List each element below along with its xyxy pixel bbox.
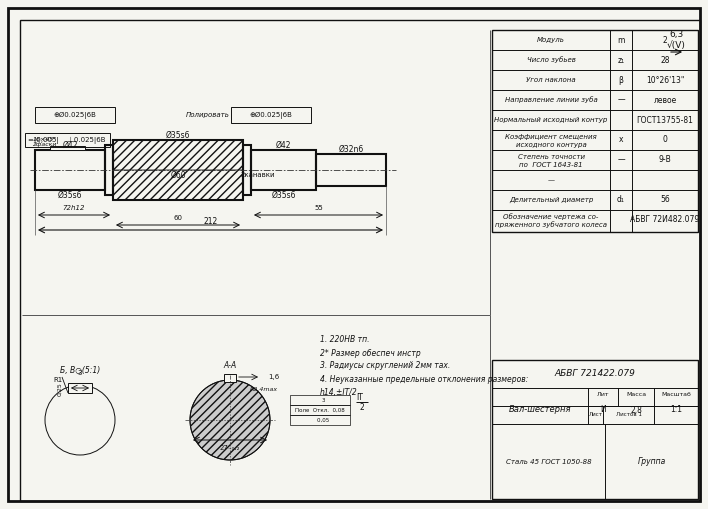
Text: z₁: z₁ <box>617 55 624 65</box>
Bar <box>243 145 251 195</box>
Text: 27₋₀.₂: 27₋₀.₂ <box>219 445 240 451</box>
Text: 55: 55 <box>314 205 323 211</box>
Text: 9-В: 9-В <box>658 156 671 164</box>
Text: Нормальный исходный контур: Нормальный исходный контур <box>494 117 607 123</box>
Text: Ø60: Ø60 <box>170 171 185 180</box>
Text: 3. Радиусы скруглений 2мм тах.: 3. Радиусы скруглений 2мм тах. <box>320 361 450 371</box>
Text: 1. 220НВ тп.: 1. 220НВ тп. <box>320 335 370 345</box>
Text: Направление линии зуба: Направление линии зуба <box>505 97 598 103</box>
Text: m: m <box>617 36 624 44</box>
Text: d₁: d₁ <box>617 195 625 205</box>
Text: исходного контура: исходного контура <box>515 142 586 148</box>
Text: Ø35s6: Ø35s6 <box>166 130 190 139</box>
Text: Ø32n6: Ø32n6 <box>338 145 364 154</box>
Bar <box>50 146 85 150</box>
Text: 6,3
√(V): 6,3 √(V) <box>666 31 685 50</box>
Text: =|0,005|    ⊥0.025|6В: =|0,005| ⊥0.025|6В <box>28 136 105 144</box>
Text: 2* Размер обеспеч инстр: 2* Размер обеспеч инстр <box>320 349 421 357</box>
Bar <box>316 154 386 186</box>
Bar <box>290 395 350 405</box>
Bar <box>492 30 698 232</box>
Text: 28: 28 <box>661 55 670 65</box>
Bar <box>290 415 350 425</box>
Text: Лит: Лит <box>597 391 610 397</box>
Bar <box>25 133 110 147</box>
Text: 0,05: 0,05 <box>310 417 330 422</box>
Text: А-А: А-А <box>224 360 236 370</box>
Text: Ø35s6: Ø35s6 <box>58 190 82 200</box>
Bar <box>290 405 350 415</box>
Text: 72h12: 72h12 <box>63 205 85 211</box>
Bar <box>68 383 92 393</box>
Text: 3: 3 <box>78 370 82 376</box>
Text: пряженного зубчатого колеса: пряженного зубчатого колеса <box>495 221 607 229</box>
Text: 56: 56 <box>660 195 670 205</box>
Text: ГОСТ13755-81: ГОСТ13755-81 <box>636 116 693 125</box>
Text: Полировать: Полировать <box>186 112 230 118</box>
Text: Б, В○(5:1): Б, В○(5:1) <box>60 365 100 375</box>
Text: x: x <box>619 135 623 145</box>
Bar <box>113 140 243 170</box>
Text: Листов 1: Листов 1 <box>615 412 641 417</box>
Bar <box>492 360 698 499</box>
Text: 2,8: 2,8 <box>630 406 642 414</box>
Text: Ø35s6: Ø35s6 <box>271 190 296 200</box>
Text: Сталь 45 ГОСТ 1050-88: Сталь 45 ГОСТ 1050-88 <box>506 459 591 465</box>
Bar <box>35 107 115 123</box>
Text: 212: 212 <box>203 217 217 227</box>
Text: Модуль: Модуль <box>537 37 565 43</box>
Text: 1,6: 1,6 <box>268 374 279 380</box>
Text: —: — <box>617 156 625 164</box>
Text: 0,25: 0,25 <box>57 382 62 396</box>
Text: Поле  Откл.  0,08: Поле Откл. 0,08 <box>295 408 345 412</box>
Text: ⊕Ø0.025|6В: ⊕Ø0.025|6В <box>249 111 292 119</box>
Text: —: — <box>617 96 625 104</box>
Bar <box>113 170 243 200</box>
Text: Группа: Группа <box>637 457 666 466</box>
Text: IT: IT <box>356 393 363 403</box>
Text: И: И <box>600 406 606 414</box>
Text: 2: 2 <box>360 404 365 412</box>
Text: Степень точности: Степень точности <box>518 154 585 160</box>
Text: Ø42: Ø42 <box>275 140 291 150</box>
Text: по  ГОСТ 1643-81: по ГОСТ 1643-81 <box>519 162 583 168</box>
Circle shape <box>190 380 270 460</box>
Text: Ø42: Ø42 <box>62 140 78 150</box>
Text: 3: 3 <box>315 398 325 403</box>
Text: АБВГ 72И482.079: АБВГ 72И482.079 <box>630 215 700 224</box>
Text: β: β <box>619 75 624 84</box>
Text: АБВГ 721422.079: АБВГ 721422.079 <box>554 370 636 379</box>
Bar <box>113 140 243 200</box>
Text: Масса: Масса <box>626 391 646 397</box>
Text: Обозначение чертежа со-: Обозначение чертежа со- <box>503 214 599 220</box>
Text: Лист: Лист <box>588 412 603 417</box>
Text: h14,±IT/2: h14,±IT/2 <box>320 387 358 397</box>
Text: R1: R1 <box>53 377 62 383</box>
Text: Угол наклона: Угол наклона <box>526 77 576 83</box>
Text: 60: 60 <box>173 215 183 221</box>
Text: 2канавки: 2канавки <box>241 172 275 178</box>
Text: левое: левое <box>653 96 677 104</box>
Text: 16×45°
2фаски: 16×45° 2фаски <box>33 136 57 148</box>
Text: 4. Неуказанные предельные отклонения размеров:: 4. Неуказанные предельные отклонения раз… <box>320 375 528 383</box>
Bar <box>105 145 113 195</box>
Text: Вал-шестерня: Вал-шестерня <box>509 406 571 414</box>
Text: ⊕Ø0.025|6В: ⊕Ø0.025|6В <box>54 111 96 119</box>
Text: Коэффициент смещения: Коэффициент смещения <box>505 134 597 140</box>
Text: 10°26'13": 10°26'13" <box>646 75 684 84</box>
Bar <box>251 150 316 190</box>
Text: Делительный диаметр: Делительный диаметр <box>509 197 593 203</box>
Text: Число зубьев: Число зубьев <box>527 56 576 64</box>
Bar <box>224 374 236 382</box>
Bar <box>231 107 311 123</box>
Text: R0,4max: R0,4max <box>250 387 278 392</box>
Bar <box>35 150 105 190</box>
Text: Масштаб: Масштаб <box>661 391 691 397</box>
Text: —: — <box>547 177 554 183</box>
Text: 2: 2 <box>663 36 668 44</box>
Text: 0: 0 <box>663 135 668 145</box>
Text: 1:1: 1:1 <box>670 406 682 414</box>
